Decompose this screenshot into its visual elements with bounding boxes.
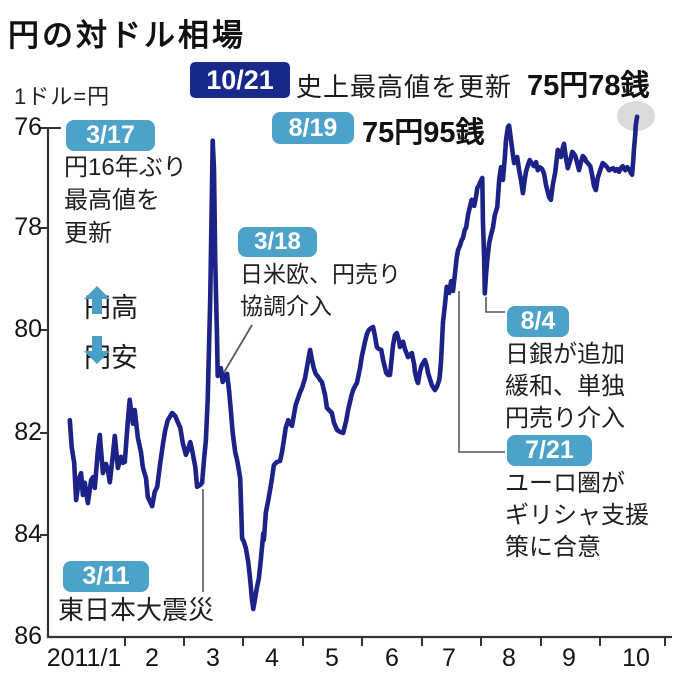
yen-weak-down-arrow-icon: [84, 336, 110, 364]
x-label-may: 5: [325, 644, 339, 672]
date-badge-mar18: 3/18: [238, 227, 317, 257]
date-badge-aug19: 8/19: [272, 112, 354, 144]
x-label-apr: 4: [265, 644, 279, 672]
date-badge-aug4: 8/4: [507, 306, 569, 337]
date-badge-oct21: 10/21: [190, 62, 290, 98]
aug-high-value: 75円95銭: [362, 117, 485, 149]
leader-line-mar18: [222, 324, 253, 375]
x-label-jan: 2011/1: [46, 644, 122, 672]
date-badge-mar11: 3/11: [63, 561, 149, 592]
axis-lines: [46, 128, 672, 639]
annotation-aug4: 日銀が追加 緩和、単独 円売り介入: [505, 341, 625, 432]
y-tick-80: 80: [14, 315, 42, 343]
x-label-mar: 3: [206, 644, 220, 672]
y-tick-78: 78: [14, 213, 42, 241]
leader-line-jul21: [458, 291, 505, 453]
y-tick-86: 86: [14, 622, 42, 650]
yen-strong-up-arrow-icon: [84, 286, 110, 314]
y-axis-ticks: [40, 127, 61, 536]
usdjpy-rate-line: [67, 114, 640, 612]
x-label-aug: 8: [502, 644, 516, 672]
page-title: 円の対ドル相場: [8, 18, 246, 53]
y-tick-76: 76: [14, 113, 42, 141]
date-badge-jul21: 7/21: [507, 435, 592, 466]
annotation-mar11: 東日本大震災: [58, 595, 215, 625]
date-badge-mar17: 3/17: [66, 120, 155, 151]
x-label-jun: 6: [385, 644, 399, 672]
annotation-jul21: ユーロ圏が ギリシャ支援 策に合意: [505, 470, 649, 561]
legend-yen-weak: 円安: [84, 336, 138, 375]
annotation-mar17: 円16年ぶり 最高値を 更新: [64, 154, 187, 247]
x-label-sep: 9: [562, 644, 576, 672]
x-label-jul: 7: [442, 644, 456, 672]
leader-line-aug4: [485, 297, 505, 313]
record-headline: 史上最高値を更新: [296, 72, 513, 102]
annotation-mar18: 日米欧、円売り 協調介入: [240, 261, 401, 319]
x-axis-ticks: [124, 637, 666, 646]
legend-yen-strong: 円高: [84, 286, 138, 325]
y-axis-unit-label: 1ドル=円: [14, 84, 111, 109]
x-label-feb: 2: [145, 644, 159, 672]
y-tick-82: 82: [14, 418, 42, 446]
record-value: 75円78銭: [527, 70, 650, 102]
y-tick-84: 84: [14, 520, 42, 548]
x-label-oct: 10: [622, 644, 650, 672]
